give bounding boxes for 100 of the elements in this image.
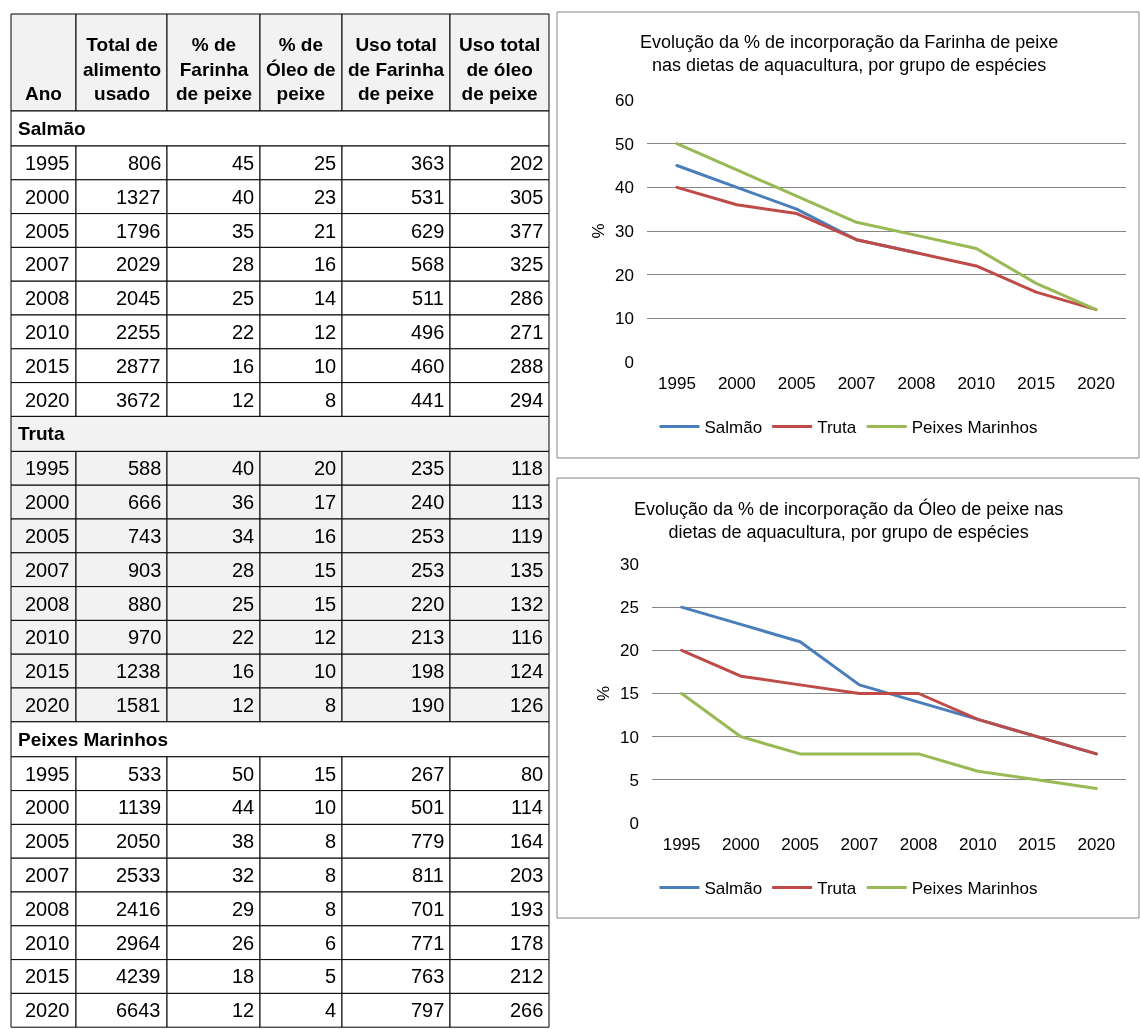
y-tick-label: 60 [615,90,634,110]
line-series [675,142,1098,312]
x-tick-label: 2008 [899,835,938,854]
y-tick-label: 2020 [25,389,70,411]
data-label: 441 [411,389,445,411]
data-label: 2029 [116,253,161,275]
data-label: 35 [232,220,255,242]
data-label: 119 [511,525,543,547]
data-label: 701 [411,898,445,920]
data-label: 28 [232,253,255,275]
data-label: 294 [510,389,544,411]
y-tick-label: 10 [620,727,639,747]
data-label: 10 [314,796,337,818]
data-label: 8 [325,864,337,886]
data-label: 4 [325,999,337,1021]
y-tick-label: 2005 [25,220,70,242]
data-label: 253 [411,525,445,547]
y-axis-title: % [588,223,608,239]
x-tick-label: 2007 [840,835,879,854]
x-tick-label: 1995 [658,374,696,393]
data-label: 2533 [116,864,161,886]
data-label: 588 [128,457,162,479]
data-label: 213 [411,626,445,648]
data-label: 8 [325,830,337,852]
x-tick-label: 2005 [777,374,816,393]
x-tick-label: 2000 [721,835,760,854]
y-tick-label: 2015 [25,660,70,682]
data-label: 2877 [116,355,161,377]
data-label: 118 [511,457,543,479]
data-label: 363 [411,152,445,174]
data-label: 198 [411,660,445,682]
data-label: 28 [232,559,255,581]
legend-label: Truta [817,418,857,438]
x-tick-label: 2015 [1017,374,1056,393]
data-label: 132 [510,593,544,615]
data-label: 220 [411,593,445,615]
data-label: 531 [411,186,445,208]
line-series [680,648,1098,756]
x-tick-label: 1995 [662,835,701,854]
y-tick-label: 20 [620,641,639,661]
data-label: 25 [314,152,337,174]
data-label: 25 [232,593,255,615]
data-label: 15 [314,763,337,785]
data-label: 1139 [118,796,162,818]
data-label: 1327 [116,186,161,208]
data-label: 212 [510,965,544,987]
data-label: 267 [411,763,445,785]
data-label: 288 [510,355,544,377]
data-label: 32 [232,864,255,886]
data-label: 8 [325,898,337,920]
y-tick-label: 1995 [25,457,70,479]
data-label: 25 [232,287,255,309]
y-tick-label: 2015 [25,965,70,987]
data-label: 40 [232,186,255,208]
legend-label: Salmão [704,418,763,438]
y-tick-label: 2008 [25,287,70,309]
y-tick-label: 2000 [25,491,70,513]
data-label: 50 [232,763,255,785]
data-label: 501 [411,796,445,818]
data-label: 797 [411,999,445,1021]
x-tick-label: 2010 [957,374,996,393]
data-label: 18 [232,965,255,987]
data-label: 16 [314,525,337,547]
data-label: 21 [314,220,337,242]
data-label: 164 [510,830,544,852]
data-label: 36 [232,491,255,513]
data-label: 763 [411,965,445,987]
data-label: 3672 [116,389,161,411]
y-tick-label: Peixes Marinhos [18,729,168,750]
data-label: 496 [411,321,445,343]
x-tick-label: Uso total de óleo de peixe [459,34,541,105]
data-label: 16 [232,355,255,377]
data-label: 113 [511,491,543,513]
data-label: 8 [325,389,337,411]
data-label: 12 [314,321,337,343]
data-label: 135 [510,559,544,581]
data-label: 16 [314,253,337,275]
chart-title: Evolução da % de incorporação da Farinha de peixe nas dietas de aquacultura, por grupo de espécies [640,32,1059,76]
data-label: 203 [510,864,544,886]
data-label: 16 [232,660,255,682]
line-series [680,692,1098,790]
x-tick-label: 2020 [1077,374,1115,393]
legend-label: Peixes Marinhos [911,879,1038,899]
data-label: 1238 [116,660,161,682]
y-tick-label: Truta [18,423,65,444]
data-label: 178 [510,932,544,954]
data-label: 568 [411,253,445,275]
data-label: 5 [325,965,337,987]
x-tick-label: 2005 [781,835,820,854]
data-label: 266 [510,999,544,1021]
data-label: 305 [510,186,544,208]
data-label: 970 [128,626,162,648]
x-tick-label: 2008 [897,374,936,393]
data-label: 2964 [116,932,161,954]
data-label: 40 [232,457,255,479]
data-label: 8 [325,694,337,716]
y-tick-label: 50 [615,134,634,154]
y-tick-label: 2008 [25,593,70,615]
data-label: 2255 [116,321,161,343]
data-label: 811 [412,864,444,886]
